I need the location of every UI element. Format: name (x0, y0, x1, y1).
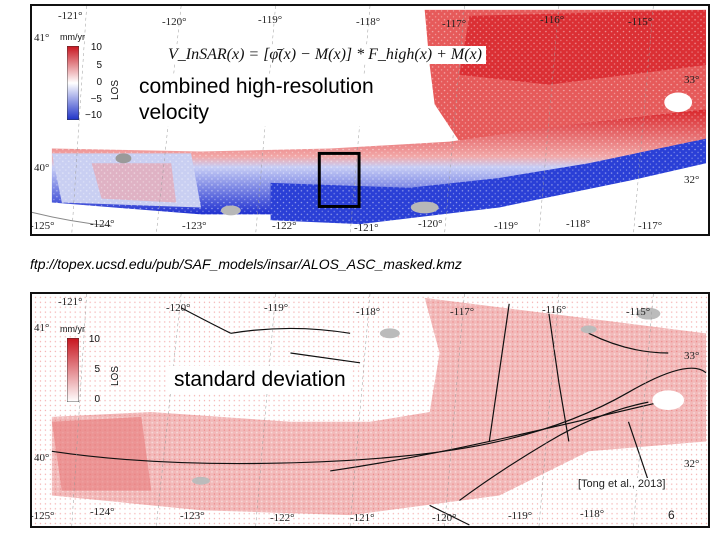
corner-tick: -125° (30, 510, 55, 522)
std-dev-colorbar (67, 338, 79, 402)
colorbar-label-5: 5 (94, 364, 100, 375)
data-url-link[interactable]: ftp://topex.ucsd.edu/pub/SAF_models/insa… (30, 256, 462, 272)
lon-tick: -121° (354, 222, 379, 234)
lon-tick: -121° (58, 10, 83, 22)
lon-tick: -124° (90, 218, 115, 230)
lon-tick: -115° (626, 306, 651, 318)
lat-tick: 41° (34, 32, 50, 44)
lon-tick: -116° (542, 304, 567, 316)
velocity-caption: combined high-resolution velocity (136, 74, 377, 126)
colorbar-axis-label: LOS (110, 79, 121, 100)
lat-tick: 32° (684, 174, 700, 186)
lon-tick: -123° (180, 510, 205, 522)
lon-tick: -122° (272, 220, 297, 232)
lon-tick: -117° (450, 306, 475, 318)
colorbar-label-10: 10 (90, 42, 102, 53)
lon-tick: -120° (162, 16, 187, 28)
lon-tick: -121° (350, 512, 375, 524)
slide-number: 6 (668, 508, 675, 522)
lon-tick: -116° (540, 14, 565, 26)
lon-tick: -117° (442, 18, 467, 30)
lon-tick: -115° (628, 16, 653, 28)
lon-tick: -119° (508, 510, 533, 522)
velocity-colorbar (67, 46, 79, 120)
lon-tick: -122° (270, 512, 295, 524)
lat-tick: 41° (34, 322, 50, 334)
lon-tick: -124° (90, 506, 115, 518)
colorbar-label-0: 0 (94, 394, 100, 405)
corner-tick: -125° (30, 220, 55, 232)
lat-tick: 40° (34, 162, 50, 174)
velocity-caption-line2: velocity (139, 101, 210, 124)
colorbar-label-5: 5 (96, 60, 102, 71)
lon-tick: -118° (566, 218, 591, 230)
lon-tick: -119° (494, 220, 519, 232)
lon-tick: -123° (182, 220, 207, 232)
std-dev-caption: standard deviation (168, 366, 352, 394)
std-dev-map-panel: mm/yr 10 5 0 LOS -121° -120° -119° -118°… (30, 292, 710, 528)
velocity-caption-line1: combined high-resolution (139, 75, 374, 98)
lon-tick: -119° (264, 302, 289, 314)
lat-tick: 33° (684, 74, 700, 86)
lon-tick: -120° (418, 218, 443, 230)
lon-tick: -119° (258, 14, 283, 26)
colorbar-axis-label: LOS (110, 365, 121, 386)
std-dev-map (32, 294, 708, 526)
colorbar-label-10: 10 (88, 334, 100, 345)
lon-tick: -118° (580, 508, 605, 520)
velocity-map-panel: mm/yr 10 5 0 −5 −10 LOS -121° -120° -119… (30, 4, 710, 236)
colorbar-label-neg10: −10 (85, 110, 102, 121)
colorbar-unit: mm/yr (60, 32, 85, 42)
lat-tick: 40° (34, 452, 50, 464)
lat-tick: 32° (684, 458, 700, 470)
lon-tick: -118° (356, 306, 381, 318)
zoom-box (317, 151, 361, 208)
colorbar-unit: mm/yr (60, 324, 85, 334)
velocity-formula: V_InSAR(x) = [φ̄(x) − M(x)] * F_high(x) … (164, 46, 487, 64)
colorbar-label-0: 0 (96, 77, 102, 88)
citation: [Tong et al., 2013] (578, 478, 666, 490)
fault-lines (51, 303, 707, 526)
lon-tick: -117° (638, 220, 663, 232)
lon-tick: -120° (432, 512, 457, 524)
lon-tick: -118° (356, 16, 381, 28)
colorbar-label-neg5: −5 (90, 94, 102, 105)
lon-tick: -121° (58, 296, 83, 308)
lon-tick: -120° (166, 302, 191, 314)
lat-tick: 33° (684, 350, 700, 362)
